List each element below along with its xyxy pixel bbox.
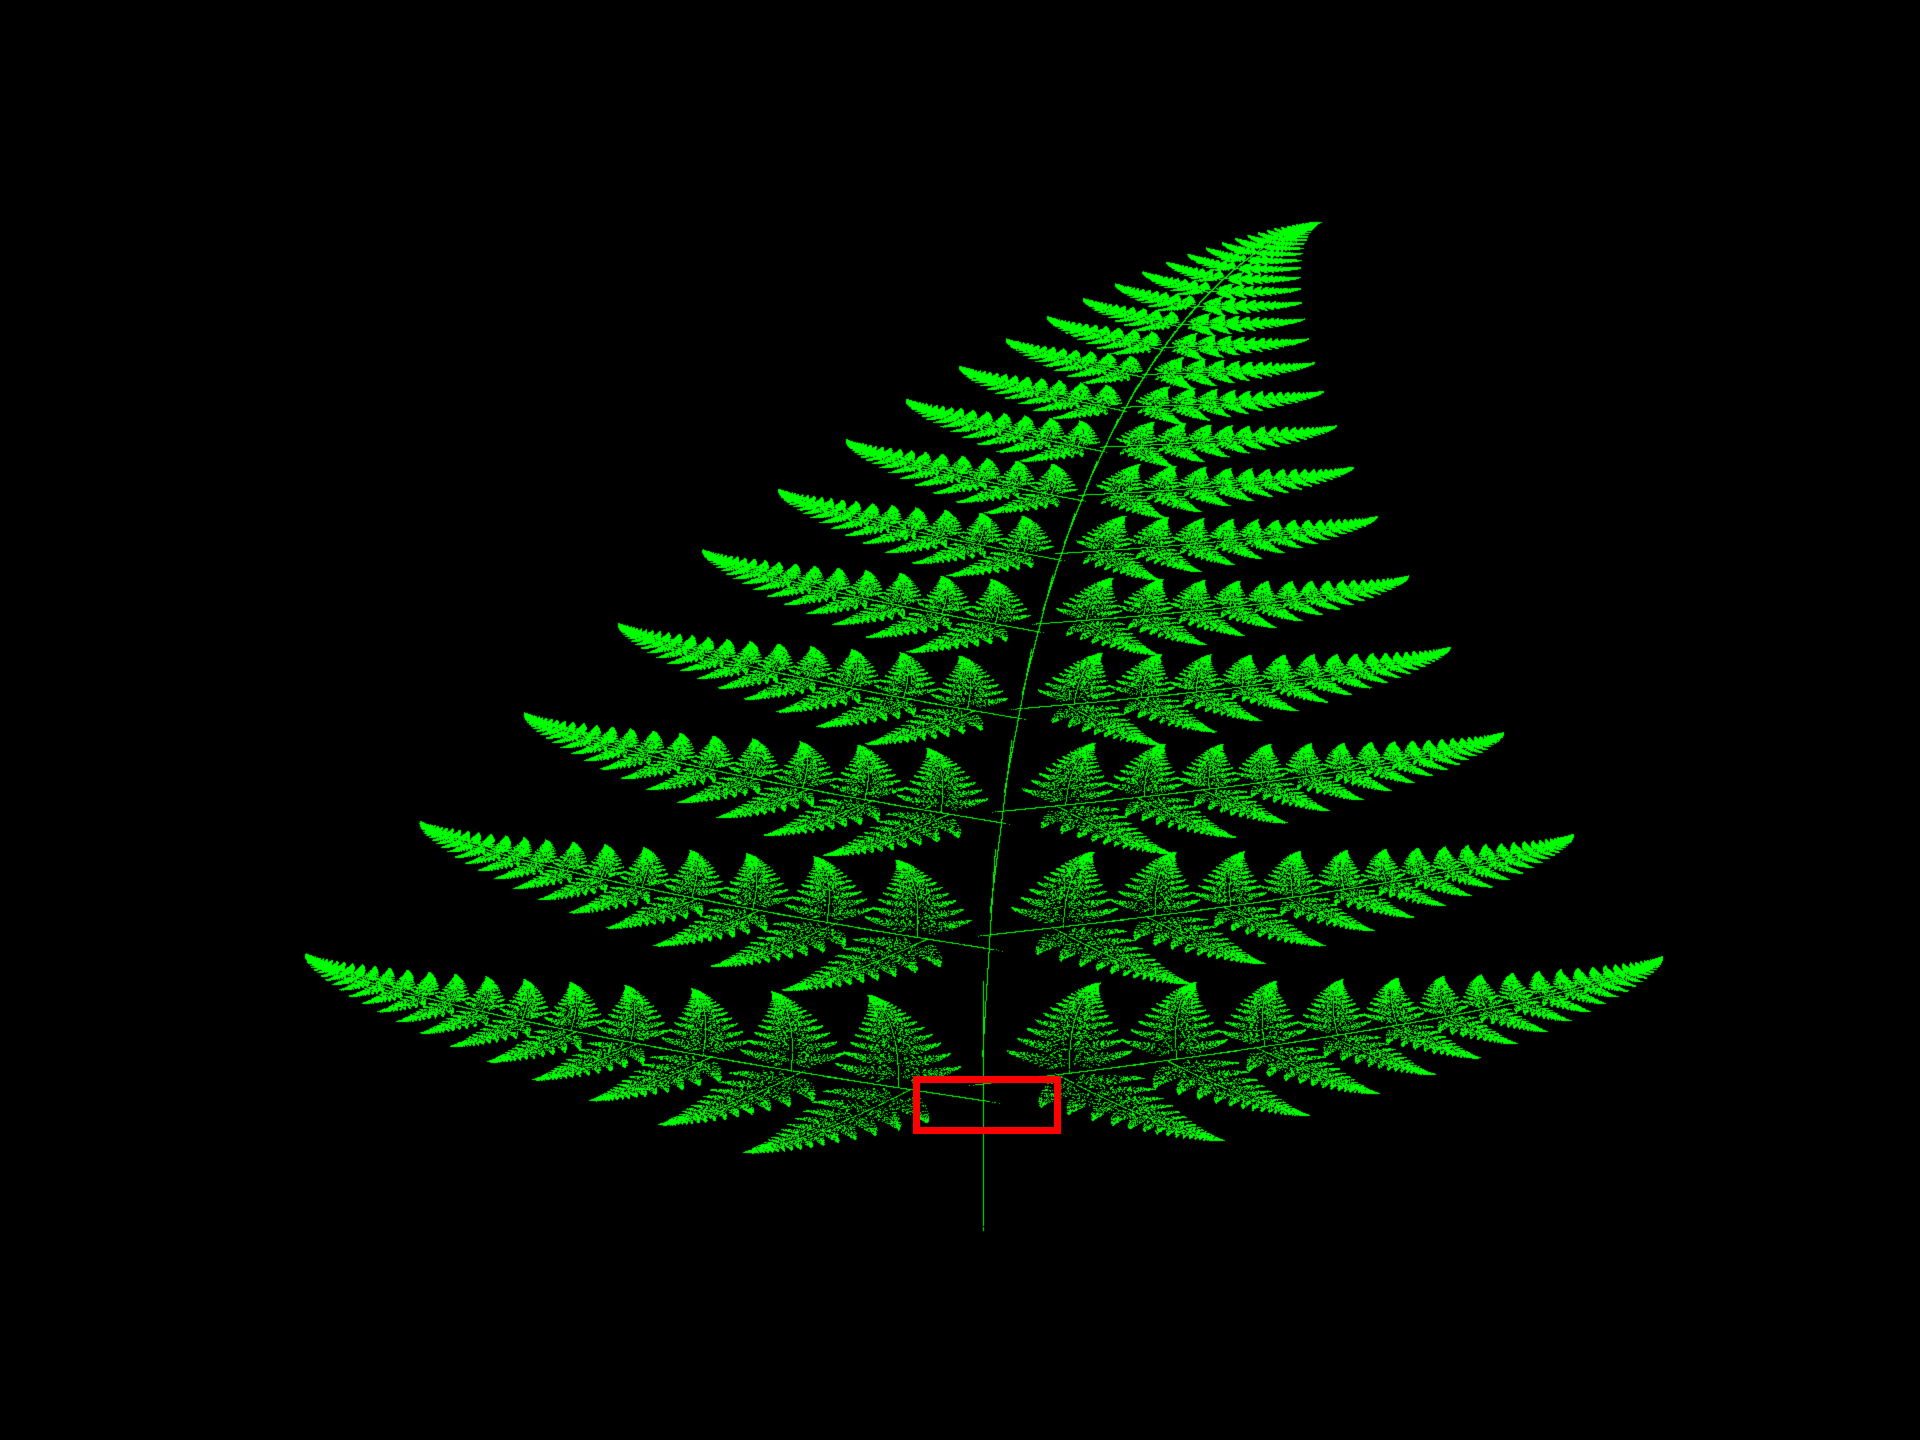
selection-rectangle[interactable] xyxy=(913,1076,1061,1134)
